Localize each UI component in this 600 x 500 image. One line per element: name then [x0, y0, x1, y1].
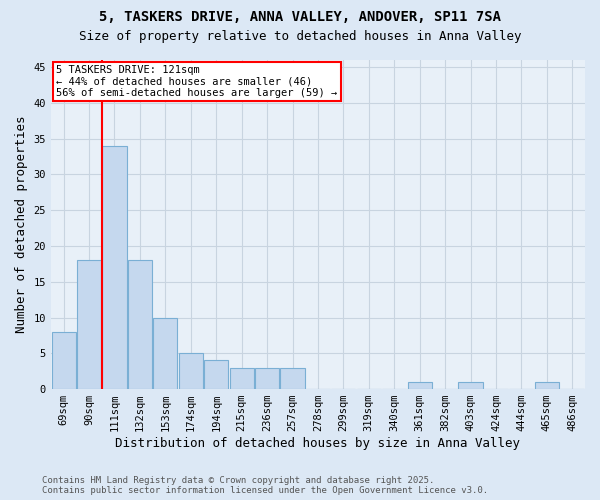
Bar — [103, 146, 127, 389]
Text: 5, TASKERS DRIVE, ANNA VALLEY, ANDOVER, SP11 7SA: 5, TASKERS DRIVE, ANNA VALLEY, ANDOVER, … — [99, 10, 501, 24]
Bar — [407, 382, 432, 389]
Bar — [280, 368, 305, 389]
Bar — [535, 382, 559, 389]
Bar — [179, 354, 203, 389]
Text: Contains HM Land Registry data © Crown copyright and database right 2025.
Contai: Contains HM Land Registry data © Crown c… — [42, 476, 488, 495]
Bar — [52, 332, 76, 389]
Bar — [230, 368, 254, 389]
Bar — [153, 318, 178, 389]
Bar — [458, 382, 482, 389]
Y-axis label: Number of detached properties: Number of detached properties — [15, 116, 28, 334]
Bar — [128, 260, 152, 389]
Bar — [204, 360, 229, 389]
Bar — [255, 368, 279, 389]
Bar — [77, 260, 101, 389]
Text: Size of property relative to detached houses in Anna Valley: Size of property relative to detached ho… — [79, 30, 521, 43]
Text: 5 TASKERS DRIVE: 121sqm
← 44% of detached houses are smaller (46)
56% of semi-de: 5 TASKERS DRIVE: 121sqm ← 44% of detache… — [56, 65, 338, 98]
X-axis label: Distribution of detached houses by size in Anna Valley: Distribution of detached houses by size … — [115, 437, 520, 450]
